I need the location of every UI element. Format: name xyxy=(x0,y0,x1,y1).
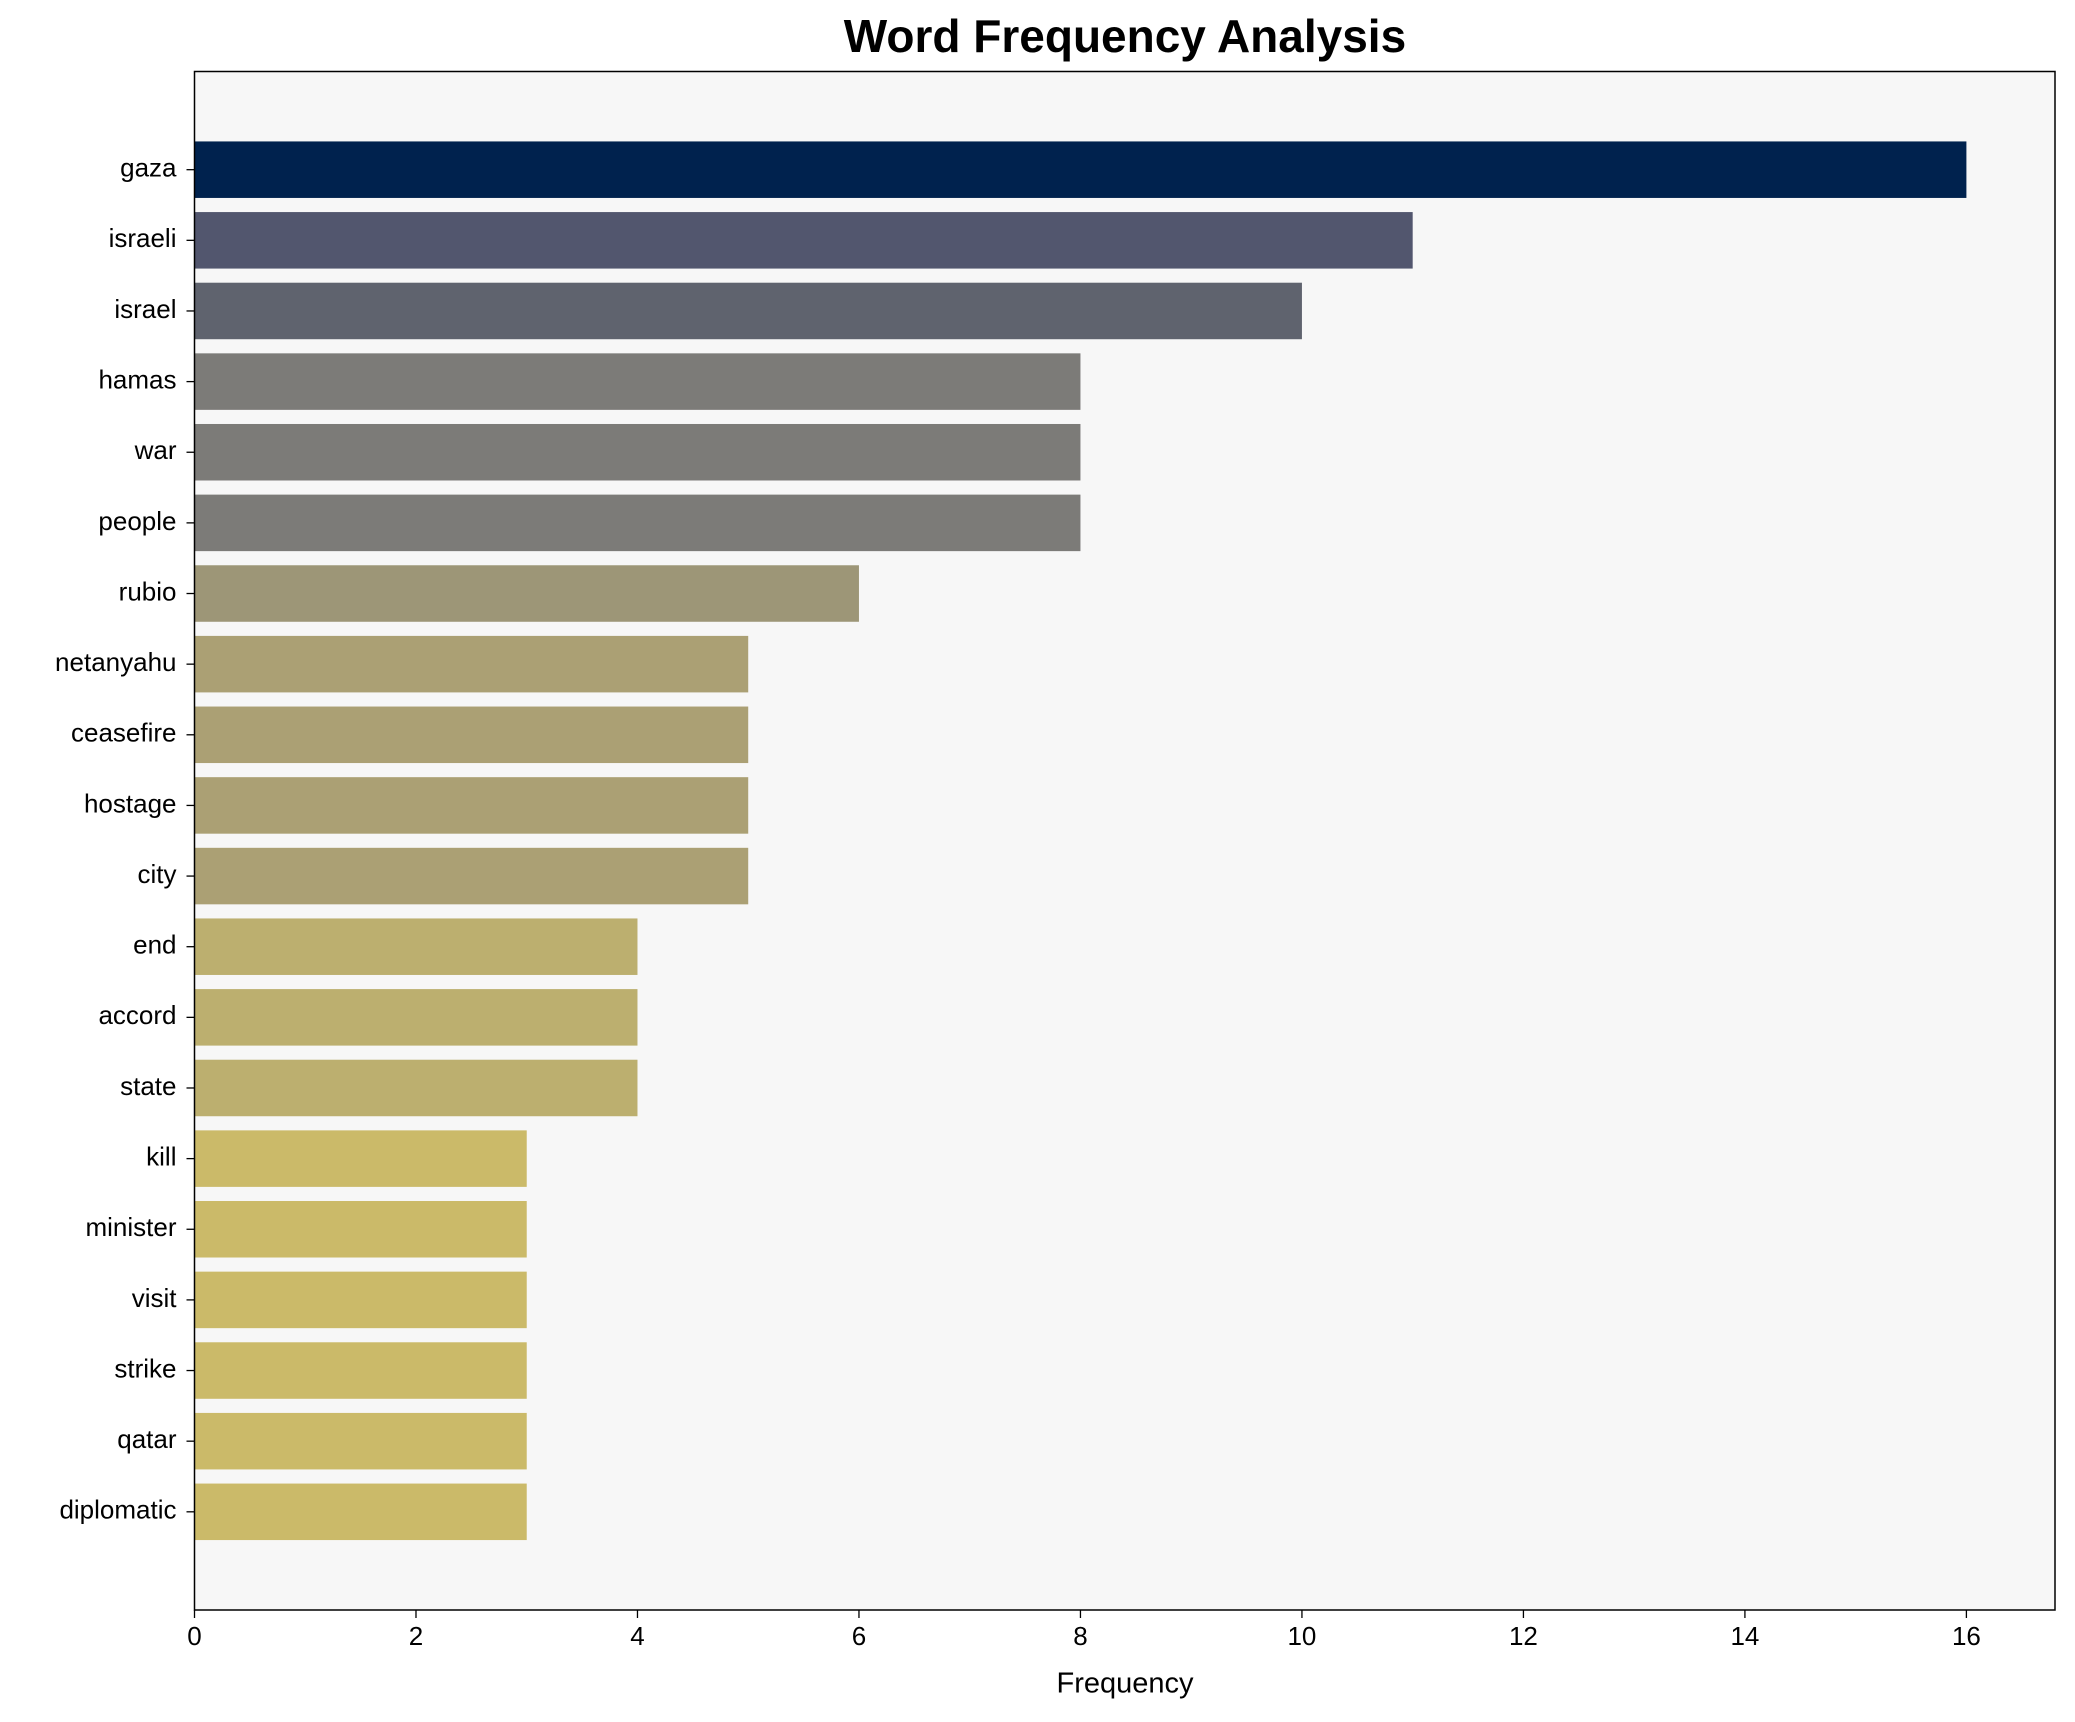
bar xyxy=(194,1342,527,1399)
plot-area: gaza israeli israel hamas war people rubio neta… xyxy=(55,70,2056,1651)
y-tick-label: minister xyxy=(85,1212,176,1242)
y-tick-label: people xyxy=(98,506,176,536)
y-tick-label: hamas xyxy=(98,364,176,394)
y-tick-label: diplomatic xyxy=(59,1495,176,1525)
bar xyxy=(194,565,859,622)
bar xyxy=(194,1201,527,1258)
x-tick-label: 8 xyxy=(1073,1621,1087,1651)
y-tick-label: visit xyxy=(132,1283,178,1313)
y-tick-label: war xyxy=(134,435,177,465)
bar xyxy=(194,1412,527,1470)
x-tick-label: 14 xyxy=(1730,1621,1759,1651)
y-tick-label: kill xyxy=(146,1141,176,1171)
bar xyxy=(194,353,1081,410)
plot-frame xyxy=(193,70,2056,1611)
bar xyxy=(194,1483,527,1541)
y-tick-label: israel xyxy=(114,294,176,324)
bar xyxy=(194,777,749,834)
x-tick-label: 4 xyxy=(630,1621,644,1651)
x-tick-label: 2 xyxy=(409,1621,423,1651)
y-tick-label: state xyxy=(120,1071,176,1101)
y-tick-label: netanyahu xyxy=(55,647,176,677)
bar xyxy=(194,1130,527,1187)
bar xyxy=(194,212,1413,269)
x-tick-label: 0 xyxy=(187,1621,201,1651)
x-tick-label: 16 xyxy=(1952,1621,1981,1651)
bar xyxy=(194,847,749,905)
bar xyxy=(194,1271,527,1329)
y-tick-label: israeli xyxy=(109,223,177,253)
bar xyxy=(194,282,1302,340)
x-tick-label: 10 xyxy=(1287,1621,1316,1651)
bar xyxy=(194,989,638,1046)
y-tick-label: gaza xyxy=(120,153,177,183)
bar xyxy=(194,494,1081,552)
y-tick-label: city xyxy=(138,859,177,889)
y-tick-label: qatar xyxy=(117,1424,177,1454)
y-tick-label: rubio xyxy=(119,576,177,606)
bar xyxy=(194,423,1081,481)
y-tick-label: hostage xyxy=(84,788,177,818)
y-tick-label: accord xyxy=(98,1000,176,1030)
bar xyxy=(194,141,1967,198)
bar xyxy=(194,706,749,764)
bar xyxy=(194,918,638,975)
bar xyxy=(194,1059,638,1117)
y-tick-label: strike xyxy=(114,1353,176,1383)
bar xyxy=(194,635,749,693)
chart-title: Word Frequency Analysis xyxy=(844,10,1406,62)
x-tick-label: 12 xyxy=(1509,1621,1538,1651)
y-tick-label: ceasefire xyxy=(71,718,177,748)
x-axis-label: Frequency xyxy=(1056,1668,1194,1700)
y-tick-label: end xyxy=(133,930,176,960)
x-tick-label: 6 xyxy=(852,1621,866,1651)
